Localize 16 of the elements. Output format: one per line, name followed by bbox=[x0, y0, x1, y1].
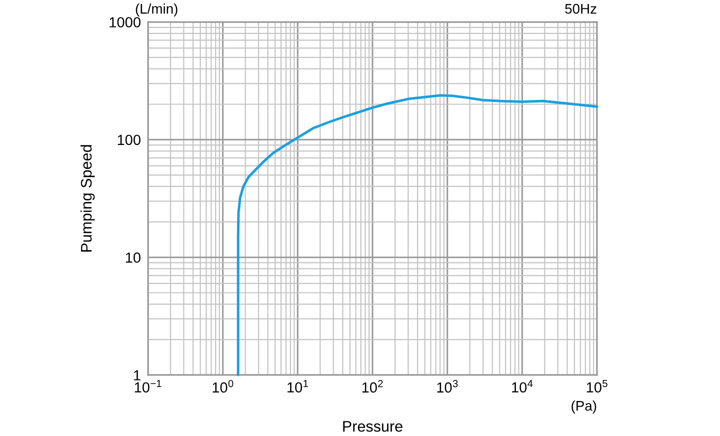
text: (Pa) bbox=[572, 400, 596, 414]
x-tick-label: 10$^{5}$ bbox=[586, 380, 608, 393]
y-tick-label: 100 bbox=[118, 134, 140, 146]
y-tick-label: 1000 bbox=[110, 17, 140, 28]
x-axis-title: Pressure bbox=[343, 421, 402, 432]
text: (L/min) bbox=[136, 4, 178, 16]
x-tick-label: 10$^{2}$ bbox=[362, 380, 383, 393]
y-tick-label: 1 bbox=[134, 370, 140, 380]
text: 50Hz bbox=[565, 4, 596, 14]
x-tick-label: 10$^{4}$ bbox=[512, 380, 533, 393]
x-tick-label: 10$^{3}$ bbox=[437, 380, 458, 393]
y-tick-label: 10 bbox=[126, 252, 140, 263]
x-tick-label: 10$^{0}$ bbox=[212, 380, 234, 393]
x-tick-label: 10$^{−1}$ bbox=[134, 380, 162, 393]
x-tick-label: 10$^{1}$ bbox=[288, 380, 308, 393]
y-axis-title: Pumping Speed bbox=[80, 145, 95, 252]
